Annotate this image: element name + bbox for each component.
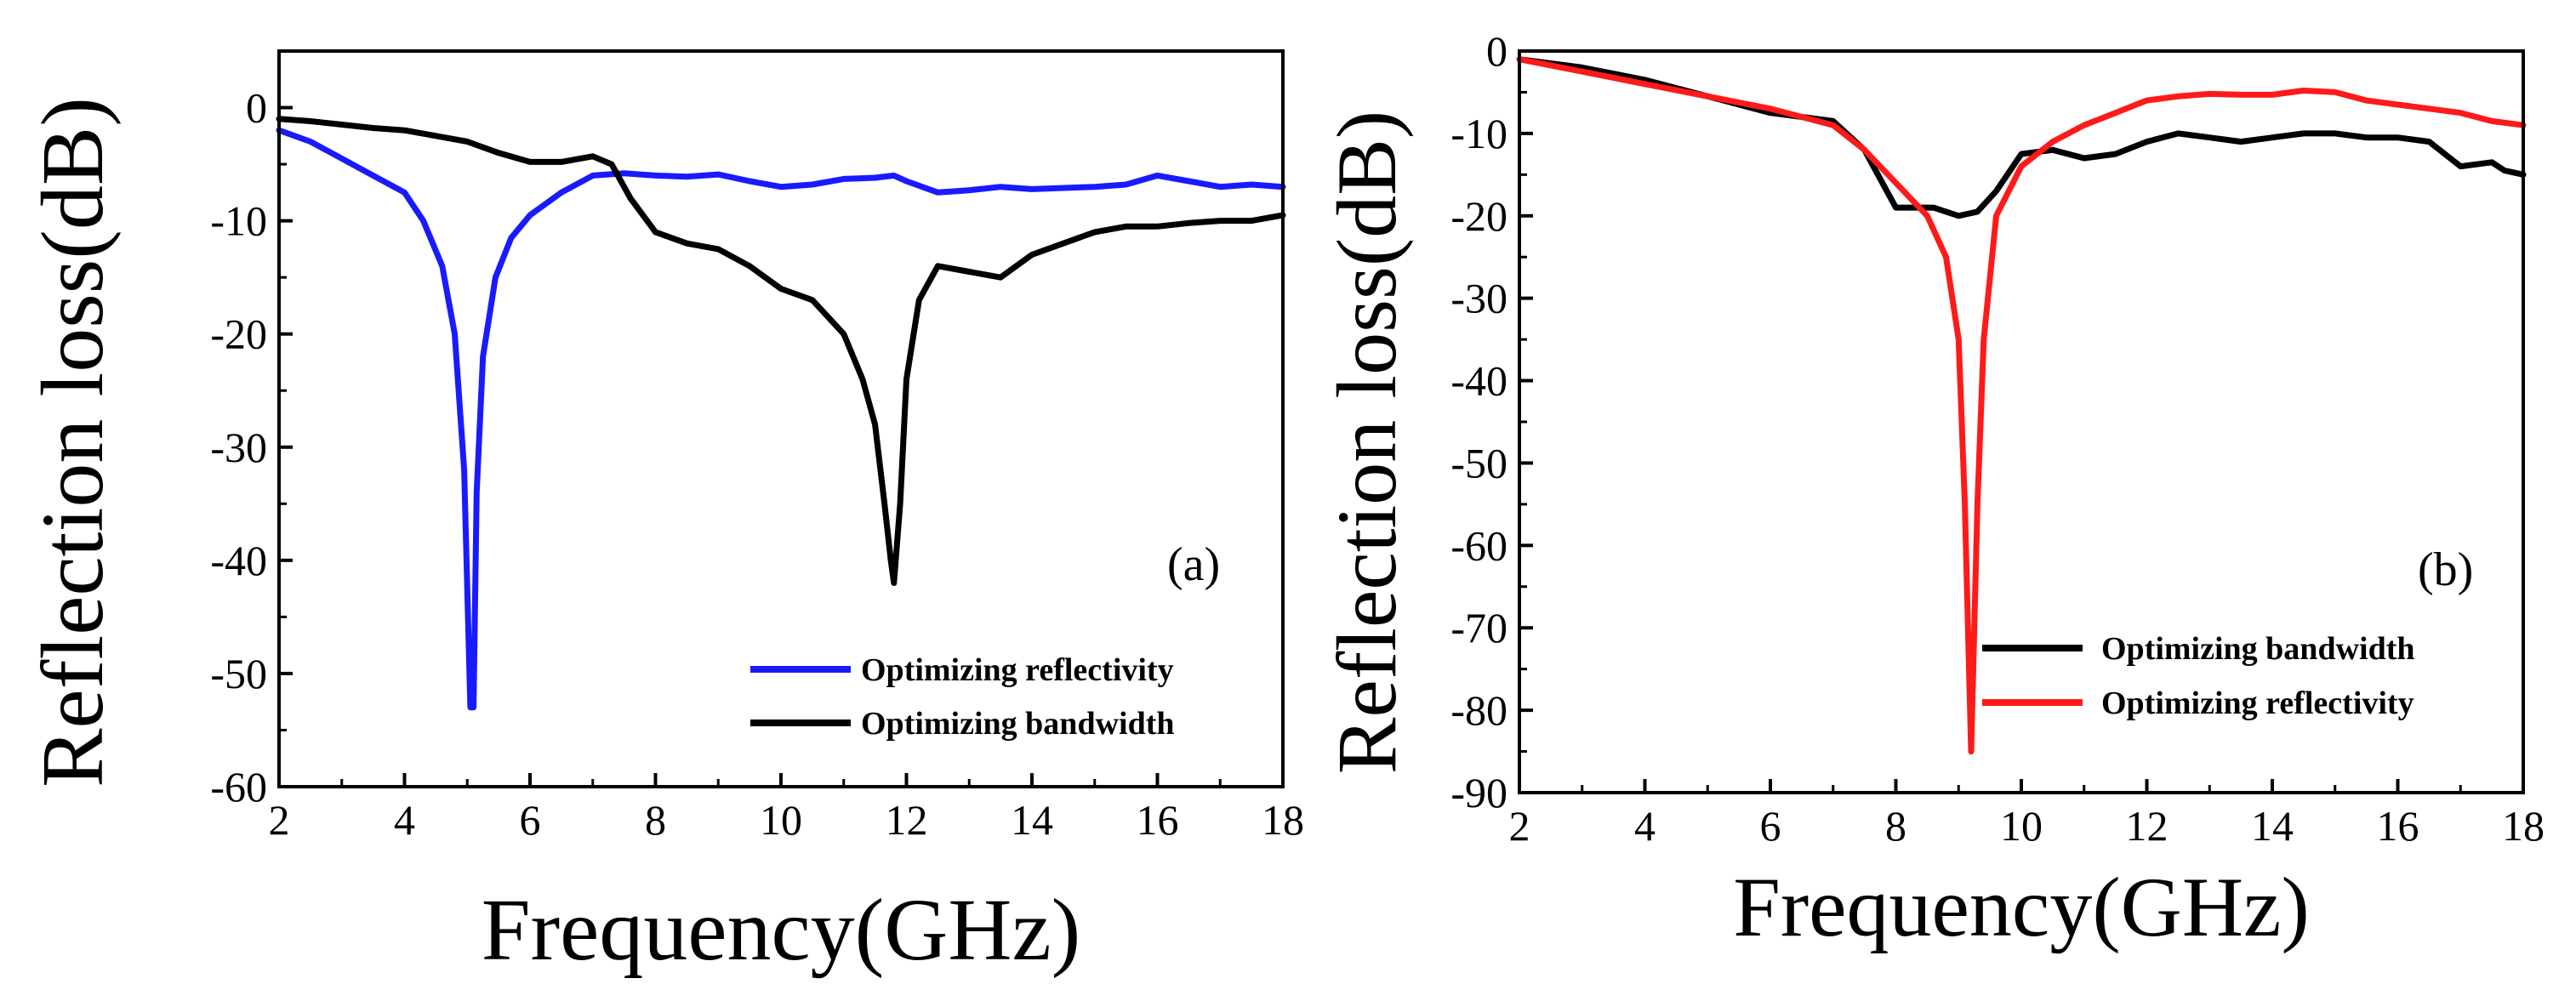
panel-a-ticks: 2 4 6 8 10 12 14 16 18 0 -10 -20 -30 -40 -50 -60 xyxy=(210,84,1304,844)
series-line-a-0 xyxy=(276,127,1286,711)
x-tick-label-b-6: 14 xyxy=(2251,802,2294,850)
x-tick-label-a-6: 14 xyxy=(1011,796,1053,844)
y-tick-label-a-0: 0 xyxy=(246,84,267,132)
x-tick-label-a-8: 18 xyxy=(1262,796,1304,844)
panel-b-legend: Optimizing bandwidth Optimizing reflecti… xyxy=(1982,631,2415,721)
y-tick-label-a-4: -40 xyxy=(210,537,267,584)
x-tick-label-b-5: 12 xyxy=(2126,802,2169,850)
panel-a-label: (a) xyxy=(1167,538,1220,591)
y-tick-label-b-5: -50 xyxy=(1450,439,1507,486)
y-tick-label-a-6: -60 xyxy=(210,763,267,811)
y-tick-label-b-0: 0 xyxy=(1486,27,1507,75)
legend-a-label-bandwidth: Optimizing bandwidth xyxy=(861,706,1175,742)
legend-b-label-reflectivity: Optimizing reflectivity xyxy=(2101,685,2414,721)
y-tick-label-b-6: -60 xyxy=(1450,521,1507,569)
legend-b-label-bandwidth: Optimizing bandwidth xyxy=(2101,631,2415,667)
y-tick-label-b-4: -40 xyxy=(1450,357,1507,405)
legend-a-label-reflectivity: Optimizing reflectivity xyxy=(861,652,1174,688)
panel-b-ylabel: Reflection loss(dB) xyxy=(1319,111,1414,774)
x-tick-label-b-4: 10 xyxy=(2000,802,2043,850)
panel-b-ticks: 2 4 6 8 10 12 14 16 18 0 -10 -20 -30 -40 -50 -60 -70 -80 -… xyxy=(1450,27,2545,850)
x-tick-label-b-2: 6 xyxy=(1760,802,1781,850)
panel-a-legend: Optimizing reflectivity Optimizing bandw… xyxy=(750,652,1175,742)
series-line-b-1 xyxy=(1516,56,2527,755)
panel-b-plot-area xyxy=(1516,56,2527,755)
x-tick-label-b-8: 18 xyxy=(2502,802,2545,850)
panel-b-frame xyxy=(1518,49,2525,794)
x-tick-label-b-3: 8 xyxy=(1885,802,1906,850)
x-tick-label-a-7: 16 xyxy=(1137,796,1179,844)
y-tick-label-b-9: -90 xyxy=(1450,769,1507,816)
panel-a-ylabel: Reflection loss(dB) xyxy=(24,97,122,788)
x-tick-label-b-1: 4 xyxy=(1634,802,1656,850)
x-tick-label-a-2: 6 xyxy=(520,796,541,844)
panel-a: 2 4 6 8 10 12 14 16 18 0 -10 -20 -30 -40 -50 -60 (a) Fr… xyxy=(24,49,1304,979)
y-tick-label-a-2: -20 xyxy=(210,310,267,358)
x-tick-label-a-0: 2 xyxy=(269,796,290,844)
y-tick-label-b-3: -30 xyxy=(1450,275,1507,322)
x-tick-label-a-4: 10 xyxy=(760,796,802,844)
y-tick-label-a-5: -50 xyxy=(210,650,267,697)
y-tick-label-b-2: -20 xyxy=(1450,192,1507,240)
panel-b-xlabel: Frequency(GHz) xyxy=(1733,860,2310,954)
y-tick-label-a-1: -10 xyxy=(210,197,267,245)
panel-b: 2 4 6 8 10 12 14 16 18 0 -10 -20 -30 -40 -50 -60 -70 -80 -… xyxy=(1319,27,2545,954)
x-tick-label-a-3: 8 xyxy=(645,796,666,844)
panel-a-plot-area xyxy=(276,116,1286,711)
x-tick-label-a-1: 4 xyxy=(394,796,415,844)
y-tick-label-b-8: -80 xyxy=(1450,686,1507,734)
x-tick-label-b-7: 16 xyxy=(2377,802,2419,850)
series-line-b-0 xyxy=(1516,56,2527,219)
series-line-a-1 xyxy=(276,116,1286,586)
x-tick-label-b-0: 2 xyxy=(1509,802,1530,850)
y-tick-label-b-7: -70 xyxy=(1450,604,1507,651)
y-tick-label-a-3: -30 xyxy=(210,424,267,471)
x-tick-label-a-5: 12 xyxy=(886,796,928,844)
panel-b-label: (b) xyxy=(2418,543,2473,596)
panel-a-xlabel: Frequency(GHz) xyxy=(482,881,1081,979)
y-tick-label-b-1: -10 xyxy=(1450,110,1507,157)
